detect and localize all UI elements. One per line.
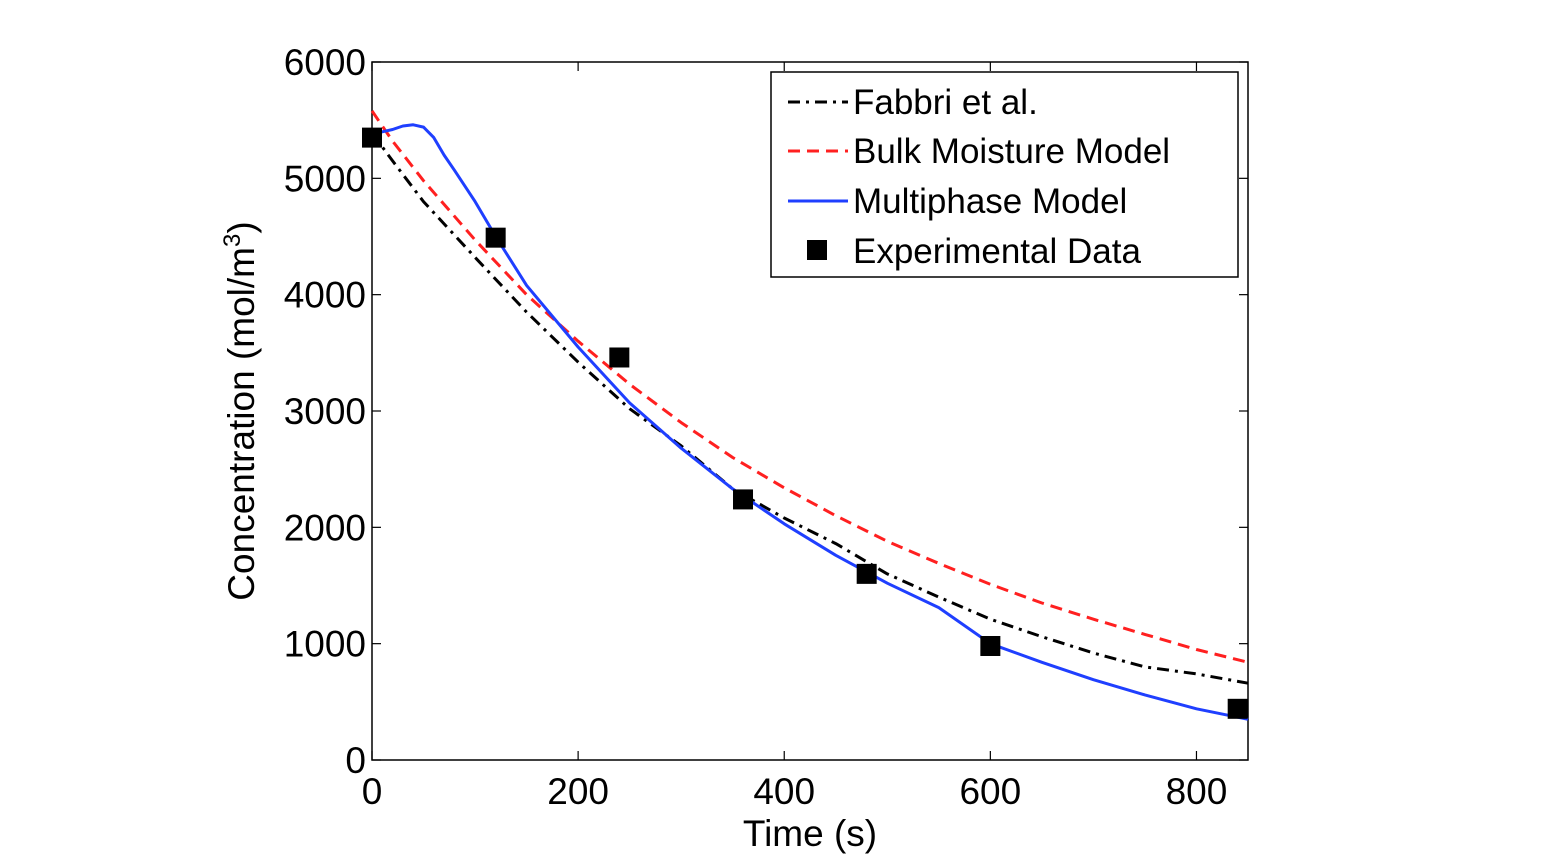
experimental-data-point: [609, 347, 630, 368]
experimental-data-point: [980, 635, 1001, 656]
x-tick-label: 0: [362, 771, 383, 812]
experimental-data-point: [733, 489, 754, 510]
y-tick-label: 6000: [284, 42, 366, 83]
x-tick-label: 400: [753, 771, 815, 812]
y-tick-label: 5000: [284, 158, 366, 199]
y-axis-label-main: Concentration (mol/m: [221, 247, 262, 601]
experimental-data-point: [485, 227, 506, 248]
y-axis-label: Concentration (mol/m3): [219, 221, 262, 600]
experimental-data-point: [856, 563, 877, 584]
legend-label-experimental: Experimental Data: [853, 232, 1141, 271]
legend-label-multiphase: Multiphase Model: [853, 182, 1127, 221]
y-tick-label: 1000: [284, 624, 366, 665]
x-axis-label: Time (s): [743, 813, 877, 854]
legend-swatch-experimental: [807, 240, 827, 260]
experimental-data-point: [1227, 698, 1248, 719]
y-axis-label-superscript: 3: [219, 234, 246, 247]
multiphase-line: [371, 123, 1249, 721]
y-tick-label: 0: [345, 740, 366, 781]
y-tick-label: 2000: [284, 507, 366, 548]
y-tick-label: 4000: [284, 275, 366, 316]
legend-label-bulk: Bulk Moisture Model: [853, 132, 1170, 171]
series-layer: [362, 110, 1249, 721]
experimental-data-point: [362, 127, 382, 148]
x-tick-label: 600: [959, 771, 1021, 812]
bulk-moisture-line: [370, 110, 1249, 664]
y-tick-label: 3000: [284, 391, 366, 432]
x-tick-label: 200: [547, 771, 609, 812]
ticks: 0 200 400 600 800 0 1000 2000 3000 4000 5000 6000: [284, 42, 1248, 812]
y-axis-label-suffix: ): [221, 221, 262, 233]
fabbri-line: [370, 132, 1249, 685]
legend-box: [770, 71, 1239, 278]
x-tick-label: 800: [1166, 771, 1228, 812]
legend: Fabbri et al. Bulk Moisture Model Multip…: [770, 71, 1239, 278]
legend-label-fabbri: Fabbri et al.: [853, 83, 1038, 122]
